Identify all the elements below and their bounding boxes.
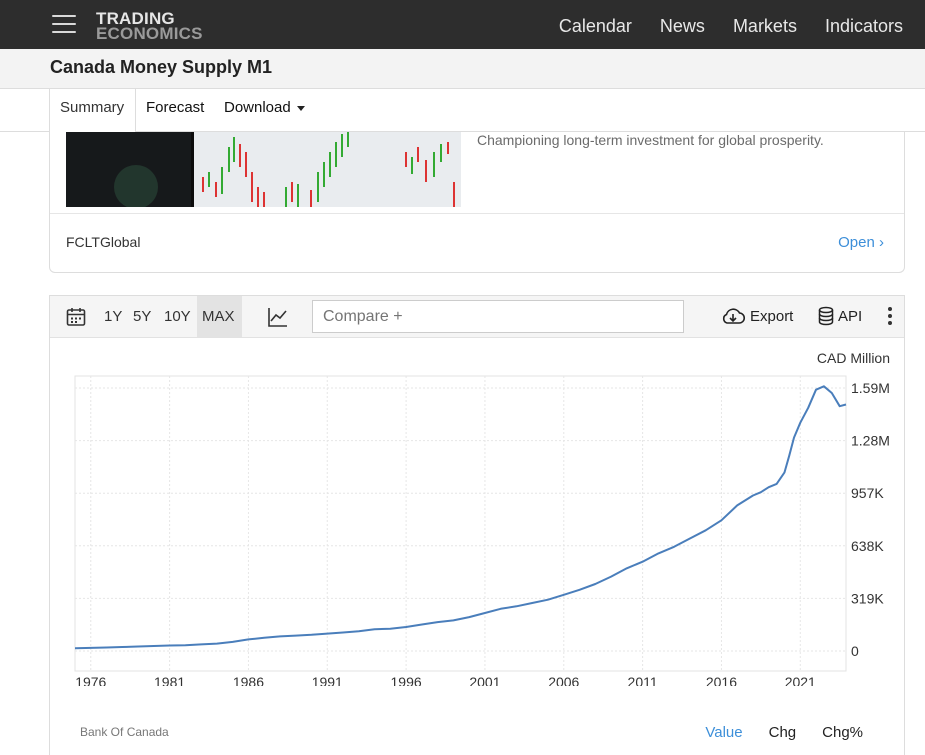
top-navbar: TRADING ECONOMICS Calendar News Markets … xyxy=(0,0,925,49)
nav-indicators[interactable]: Indicators xyxy=(824,16,903,36)
ad-tagline: Championing long-term investment for glo… xyxy=(477,132,824,148)
ad-image[interactable] xyxy=(66,132,461,207)
x-tick-label: 2016 xyxy=(706,674,737,686)
y-tick-label: 0 xyxy=(851,643,859,659)
x-tick-label: 2021 xyxy=(785,674,816,686)
plot-area xyxy=(74,375,847,672)
more-options-icon[interactable] xyxy=(886,307,894,327)
chart-type-icon[interactable] xyxy=(267,306,289,328)
nav-markets[interactable]: Markets xyxy=(732,16,797,36)
menu-icon[interactable] xyxy=(52,15,76,35)
database-icon xyxy=(818,306,834,326)
main-nav: Calendar News Markets Indicators xyxy=(559,16,903,37)
line-chart: 0 319K 638K 957K 1.28M 1.59M 1976 1981 1986 1991 1… xyxy=(74,375,890,686)
export-label: Export xyxy=(750,307,794,325)
compare-input[interactable] xyxy=(312,300,684,333)
title-bar: Canada Money Supply M1 xyxy=(0,49,925,89)
x-tick-label: 1981 xyxy=(154,674,185,686)
ad-divider xyxy=(50,213,904,214)
tab-summary[interactable]: Summary xyxy=(49,89,136,132)
range-1y[interactable]: 1Y xyxy=(104,308,123,325)
api-button[interactable]: API xyxy=(818,306,862,326)
calendar-icon[interactable] xyxy=(66,307,86,327)
cloud-download-icon xyxy=(722,308,746,324)
api-label: API xyxy=(838,307,863,325)
ad-open-link[interactable]: Open › xyxy=(838,234,884,251)
x-tick-label: 2001 xyxy=(469,674,500,686)
site-logo[interactable]: TRADING ECONOMICS xyxy=(96,9,203,43)
range-5y[interactable]: 5Y xyxy=(133,308,152,325)
ad-open-label: Open xyxy=(838,234,875,251)
x-tick-label: 1976 xyxy=(75,674,106,686)
tab-download-label: Download xyxy=(224,99,291,116)
logo-line1: TRADING xyxy=(96,9,175,28)
x-tick-label: 2011 xyxy=(628,674,658,686)
nav-news[interactable]: News xyxy=(659,16,705,36)
page-title: Canada Money Supply M1 xyxy=(50,57,273,77)
x-tick-label: 1991 xyxy=(312,674,343,686)
export-button[interactable]: Export xyxy=(720,306,793,326)
y-tick-label: 319K xyxy=(851,590,884,606)
tab-forecast[interactable]: Forecast xyxy=(146,99,205,116)
value-tabs: Value Chg Chg% xyxy=(705,724,863,741)
range-10y[interactable]: 10Y xyxy=(164,308,191,325)
chart-toolbar: 1Y 5Y 10Y MAX Export API xyxy=(50,296,904,338)
tab-download[interactable]: Download xyxy=(214,89,315,132)
ad-source: FCLTGlobal xyxy=(66,234,141,250)
series-line xyxy=(74,385,847,650)
chevron-down-icon xyxy=(296,105,305,111)
chart-panel: 1Y 5Y 10Y MAX Export API CAD Milli xyxy=(49,295,905,755)
tab-chg-pct[interactable]: Chg% xyxy=(822,724,863,741)
x-tick-label: 1996 xyxy=(391,674,422,686)
tab-bar: Summary Forecast Download xyxy=(0,89,925,132)
chart-unit-label: CAD Million xyxy=(816,350,890,366)
y-tick-label: 1.59M xyxy=(851,380,890,396)
chevron-right-icon: › xyxy=(879,234,884,251)
y-tick-label: 638K xyxy=(851,538,884,554)
y-tick-label: 1.28M xyxy=(851,433,890,449)
ad-card: Championing long-term investment for glo… xyxy=(49,132,905,273)
tab-chg[interactable]: Chg xyxy=(768,724,797,741)
data-source-credit: Bank Of Canada xyxy=(80,725,169,739)
tab-value[interactable]: Value xyxy=(705,724,743,741)
y-tick-label: 957K xyxy=(851,485,884,501)
logo-line2: ECONOMICS xyxy=(96,24,203,43)
x-tick-label: 2006 xyxy=(548,674,579,686)
nav-calendar[interactable]: Calendar xyxy=(558,16,632,36)
range-max[interactable]: MAX xyxy=(197,296,242,337)
x-tick-label: 1986 xyxy=(233,674,264,686)
